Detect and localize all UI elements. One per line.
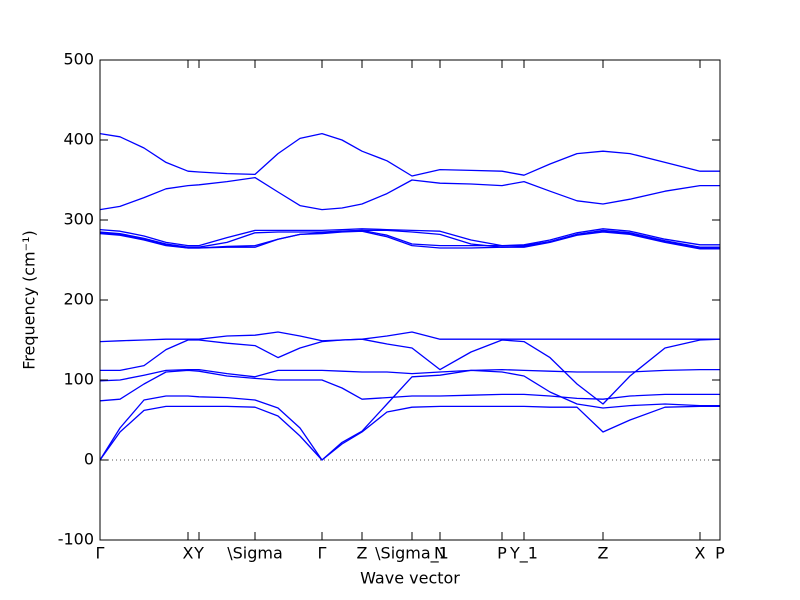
y-tick-label: 400 — [63, 130, 94, 149]
x-tick-label: \Sigma_1 — [375, 544, 449, 564]
x-tick-label: Y_1 — [509, 544, 538, 564]
x-tick-label: Γ — [318, 544, 327, 563]
y-tick-label: 300 — [63, 210, 94, 229]
y-tick-label: -100 — [58, 530, 94, 549]
x-tick-label: X — [183, 544, 194, 563]
x-tick-label: Γ — [96, 544, 105, 563]
x-axis-label: Wave vector — [360, 569, 460, 588]
x-tick-label: Z — [357, 544, 368, 563]
plot-frame — [99, 59, 721, 541]
band-line — [99, 229, 720, 248]
band-line — [99, 230, 720, 250]
y-tick-label: 500 — [63, 50, 94, 69]
x-tick-label: \Sigma — [227, 544, 283, 563]
x-tick-label: P — [715, 544, 725, 563]
x-tick-label: Z — [598, 544, 609, 563]
band-line — [99, 369, 720, 402]
y-axis-label: Frequency (cm⁻¹) — [20, 230, 39, 369]
y-tick-label: 200 — [63, 290, 94, 309]
band-line — [99, 369, 720, 461]
x-tick-label: Y — [193, 544, 204, 563]
y-tick-label: 100 — [63, 370, 94, 389]
x-tick-label: X — [695, 544, 706, 563]
x-tick-label: N — [434, 544, 446, 563]
band-line — [99, 368, 720, 382]
y-tick-label: 0 — [84, 450, 94, 469]
band-line — [99, 331, 720, 343]
x-tick-label: P — [497, 544, 507, 563]
band-line — [99, 132, 720, 177]
band-line — [100, 338, 721, 405]
band-line — [99, 176, 720, 211]
band-line — [99, 405, 720, 461]
band-line — [99, 228, 720, 247]
